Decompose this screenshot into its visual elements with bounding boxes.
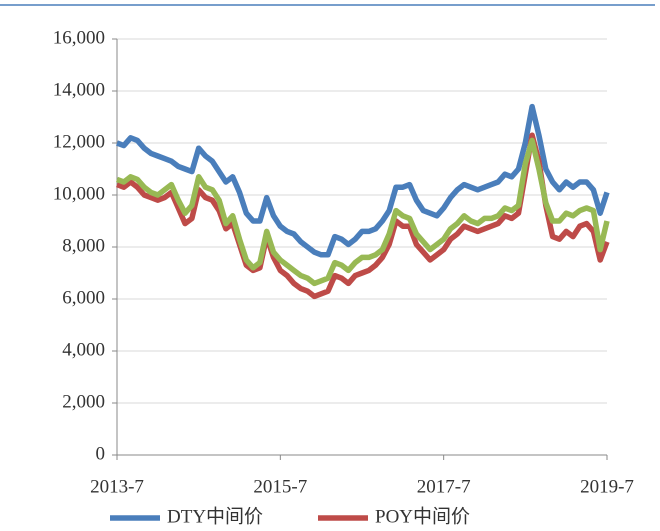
y-tick-label: 0: [96, 443, 106, 464]
legend-label: DTY中间价: [167, 505, 263, 527]
series-line: [116, 137, 610, 287]
y-tick-label: 16,000: [53, 27, 105, 48]
y-tick-label: 4,000: [62, 339, 105, 360]
x-tick-label: 2017-7: [417, 476, 471, 497]
legend-label: POY中间价: [375, 505, 470, 527]
y-tick-label: 12,000: [53, 131, 105, 152]
series-line: [116, 103, 610, 258]
y-tick-label: 14,000: [53, 79, 105, 100]
y-tick-label: 2,000: [62, 391, 105, 412]
x-tick-label: 2019-7: [580, 476, 634, 497]
y-tick-label: 10,000: [53, 183, 105, 204]
x-tick-label: 2015-7: [253, 476, 307, 497]
series-line: [116, 132, 610, 300]
x-tick-label: 2013-7: [90, 476, 144, 497]
y-tick-label: 8,000: [62, 235, 105, 256]
y-tick-label: 6,000: [62, 287, 105, 308]
